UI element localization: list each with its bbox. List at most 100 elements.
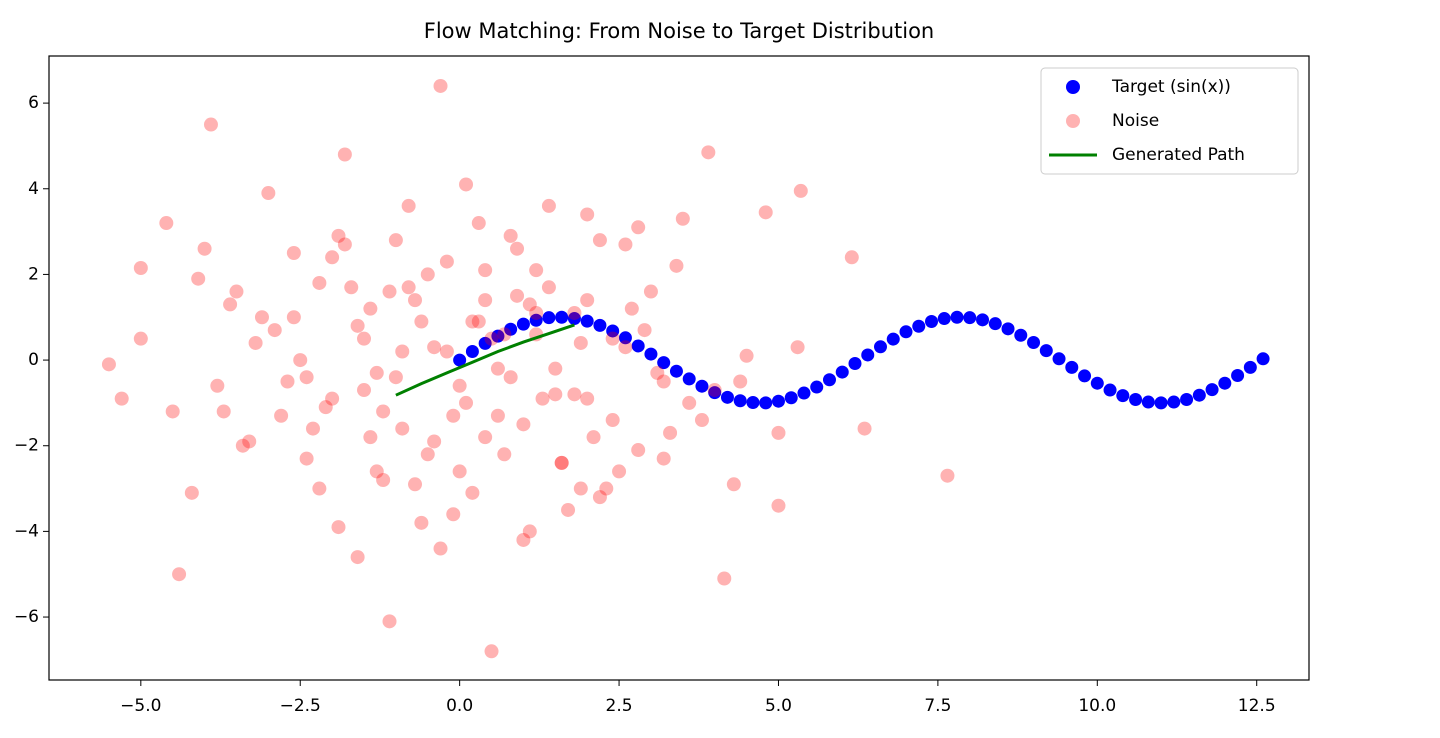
scatter-point <box>797 386 811 400</box>
scatter-point <box>427 340 442 355</box>
scatter-point <box>835 365 849 379</box>
y-tick-label: −6 <box>14 607 39 627</box>
scatter-point <box>637 323 652 338</box>
legend-box <box>1040 67 1299 175</box>
scatter-point <box>1103 383 1117 397</box>
scatter-point <box>522 524 537 539</box>
scatter-point <box>759 396 773 410</box>
scatter-point <box>369 365 384 380</box>
scatter-point <box>293 353 308 368</box>
scatter-point <box>707 383 722 398</box>
scatter-point <box>299 370 314 385</box>
scatter-point <box>899 325 913 339</box>
scatter-point <box>439 344 454 359</box>
scatter-point <box>414 314 429 329</box>
scatter-point <box>1116 389 1130 403</box>
scatter-point <box>529 305 544 320</box>
scatter-point <box>529 263 544 278</box>
scatter-point <box>580 293 595 308</box>
scatter-point <box>337 237 352 252</box>
scatter-point <box>555 310 569 324</box>
scatter-point <box>172 567 187 582</box>
scatter-point <box>733 374 748 389</box>
scatter-point <box>758 205 773 220</box>
scatter-point <box>452 464 467 479</box>
y-tick-label: 6 <box>28 93 39 113</box>
scatter-point <box>694 413 709 428</box>
scatter-point <box>605 413 620 428</box>
scatter-point <box>771 425 786 440</box>
chart-title: Flow Matching: From Noise to Target Dist… <box>424 19 934 43</box>
scatter-point <box>401 198 416 213</box>
scatter-point <box>682 395 697 410</box>
scatter-point <box>976 313 990 327</box>
scatter-point <box>420 447 435 462</box>
scatter-point <box>203 117 218 132</box>
scatter-point <box>459 177 474 192</box>
scatter-point <box>624 301 639 316</box>
scatter-point <box>573 335 588 350</box>
scatter-point <box>344 280 359 295</box>
legend-swatch <box>1066 80 1080 94</box>
scatter-point <box>857 421 872 436</box>
scatter-point <box>242 434 257 449</box>
scatter-point <box>541 280 556 295</box>
scatter-point <box>414 515 429 530</box>
scatter-point <box>395 421 410 436</box>
scatter-point <box>484 331 499 346</box>
scatter-point <box>631 443 646 458</box>
scatter-point <box>580 314 594 328</box>
x-tick-label: 0.0 <box>446 696 473 716</box>
scatter-point <box>453 353 467 367</box>
line-series <box>395 323 575 397</box>
scatter-point <box>548 387 563 402</box>
x-tick-label: 7.5 <box>924 696 951 716</box>
y-tick-label: 2 <box>28 264 39 284</box>
scatter-point <box>254 310 269 325</box>
scatter-point <box>504 322 518 336</box>
scatter-point <box>746 395 760 409</box>
y-tick-label: −4 <box>14 521 39 541</box>
scatter-point <box>599 481 614 496</box>
scatter-point <box>408 477 423 492</box>
scatter-point <box>299 451 314 466</box>
scatter-point <box>408 293 423 308</box>
scatter-point <box>133 331 148 346</box>
scatter-point <box>503 228 518 243</box>
scatter-point <box>1231 368 1245 382</box>
scatter-point <box>784 391 798 405</box>
scatter-point <box>318 400 333 415</box>
scatter-point <box>478 293 493 308</box>
scatter-point <box>1001 322 1015 336</box>
scatter-point <box>376 404 391 419</box>
scatter-point <box>606 324 620 338</box>
scatter-point <box>1243 360 1257 374</box>
scatter-point <box>286 246 301 261</box>
scatter-point <box>561 502 576 517</box>
scatter-point <box>184 485 199 500</box>
scatter-point <box>446 408 461 423</box>
scatter-point <box>357 331 371 346</box>
scatter-point <box>452 378 467 393</box>
scatter-point <box>433 78 448 93</box>
scatter-point <box>286 310 301 325</box>
scatter-point <box>605 331 620 346</box>
scatter-point <box>529 313 543 327</box>
scatter-point <box>446 507 461 522</box>
scatter-point <box>516 317 530 331</box>
x-tick-label: 5.0 <box>765 696 792 716</box>
scatter-point <box>682 372 696 386</box>
scatter-point <box>541 198 556 213</box>
scatter-point <box>580 391 595 406</box>
legend-label: Target (sin(x)) <box>1111 77 1231 97</box>
scatter-point <box>325 391 340 406</box>
legend-swatch <box>1066 114 1080 128</box>
scatter-point <box>1129 392 1143 406</box>
scatter-point <box>733 394 747 408</box>
scatter-point <box>490 361 505 376</box>
scatter-point <box>395 344 410 359</box>
scatter-point <box>592 490 607 505</box>
scatter-point <box>1192 388 1206 402</box>
scatter-point <box>739 348 754 363</box>
scatter-point <box>465 345 479 359</box>
